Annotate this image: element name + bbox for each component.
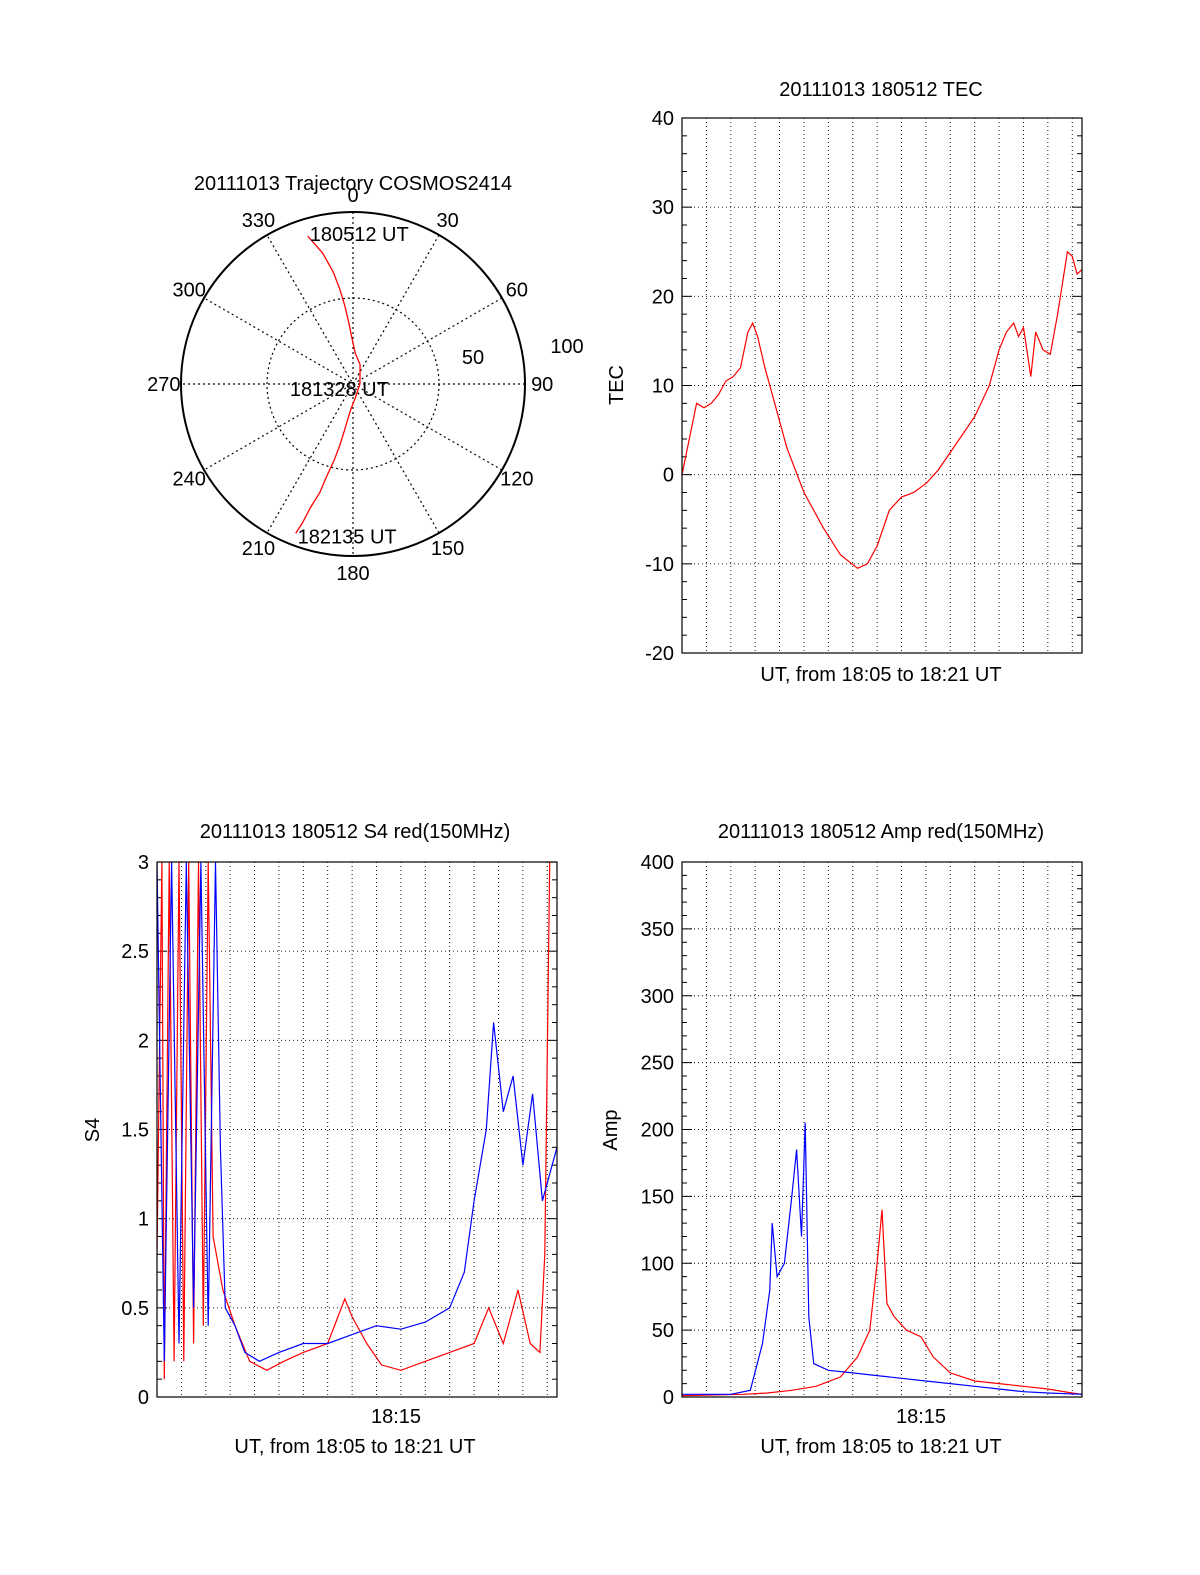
polar-radial-label: 100 [550,336,583,358]
polar-radial-label: 50 [462,347,484,369]
s4-ylabel: S4 [82,1118,104,1142]
y-tick-label: 10 [652,376,674,398]
x-tick-label: 18:15 [371,1406,421,1428]
series-group [682,250,1082,569]
polar-angle-label: 0 [347,185,358,207]
y-tick-label: 350 [641,919,674,941]
amp-xlabel: UT, from 18:05 to 18:21 UT [760,1436,1001,1458]
trajectory-panel: 20111013 Trajectory COSMOS2414 0 30 60 90 12… [147,173,584,585]
s4-title: 20111013 180512 S4 red(150MHz) [200,821,511,843]
trajectory-title: 20111013 Trajectory COSMOS2414 [194,173,512,195]
y-tick-label: -20 [645,643,674,665]
y-tick-label: -10 [645,554,674,576]
polar-spoke [266,234,440,534]
amp-title: 20111013 180512 Amp red(150MHz) [718,821,1044,843]
tec-xlabel: UT, from 18:05 to 18:21 UT [760,664,1001,686]
amp-ylabel: Amp [600,1109,622,1150]
polar-angle-label: 30 [436,210,458,232]
polar-angle-label: 300 [172,279,205,301]
y-tick-label: 1.5 [121,1120,149,1142]
y-tick-label: 0 [663,1387,674,1409]
polar-angle-label: 240 [172,469,205,491]
polar-angle-label: 60 [506,279,528,301]
x-tick-label: 18:15 [896,1406,946,1428]
polar-angle-label: 120 [500,469,533,491]
tec-panel: 20111013 180512 TEC TEC UT, from 18:05 t… [606,79,1083,686]
y-tick-label: 150 [641,1186,674,1208]
y-tick-label: 3 [138,852,149,874]
polar-grid [180,211,526,557]
polar-angle-label: 210 [242,538,275,560]
series-group [157,862,557,1380]
tec-ylabel: TEC [606,365,628,405]
y-tick-label: 300 [641,986,674,1008]
plot-frame [681,117,1083,654]
series-line [682,250,1082,569]
polar-labels: 0 30 60 90 120 150 180 210 240 270 300 330 50 100 1805… [147,185,584,585]
y-tick-label: 400 [641,852,674,874]
y-tick-label: 250 [641,1053,674,1075]
polar-angle-label: 90 [531,374,553,396]
s4-xlabel: UT, from 18:05 to 18:21 UT [234,1436,475,1458]
trajectory-annotation: 182135 UT [298,526,397,548]
y-tick-label: 2 [138,1030,149,1052]
plot-frame [156,861,558,1398]
trajectory-series [295,235,361,534]
y-tick-label: 50 [652,1320,674,1342]
y-tick-label: 30 [652,197,674,219]
polar-angle-label: 270 [147,374,180,396]
polar-angle-label: 150 [431,538,464,560]
y-tick-label: 2.5 [121,941,149,963]
y-tick-label: 1 [138,1209,149,1231]
y-tick-label: 40 [652,108,674,130]
y-tick-label: 0 [663,465,674,487]
trajectory-line [295,235,361,534]
y-tick-label: 0 [138,1387,149,1409]
plot-frame [681,861,1083,1398]
series-line [682,1209,1082,1397]
s4-panel: 20111013 180512 S4 red(150MHz) S4 UT, fr… [82,821,558,1458]
trajectory-annotation: 181328 UT [290,379,389,401]
y-tick-label: 200 [641,1120,674,1142]
amp-panel: 20111013 180512 Amp red(150MHz) Amp UT, … [600,821,1083,1458]
series-group [682,1122,1082,1397]
y-tick-label: 100 [641,1253,674,1275]
series-line [157,862,557,1362]
y-tick-label: 20 [652,286,674,308]
polar-angle-label: 180 [336,563,369,585]
polar-angle-label: 330 [242,210,275,232]
y-tick-label: 0.5 [121,1298,149,1320]
tec-title: 20111013 180512 TEC [779,79,983,101]
series-line [682,1122,1082,1395]
series-line [157,862,557,1380]
trajectory-annotation: 180512 UT [310,224,409,246]
